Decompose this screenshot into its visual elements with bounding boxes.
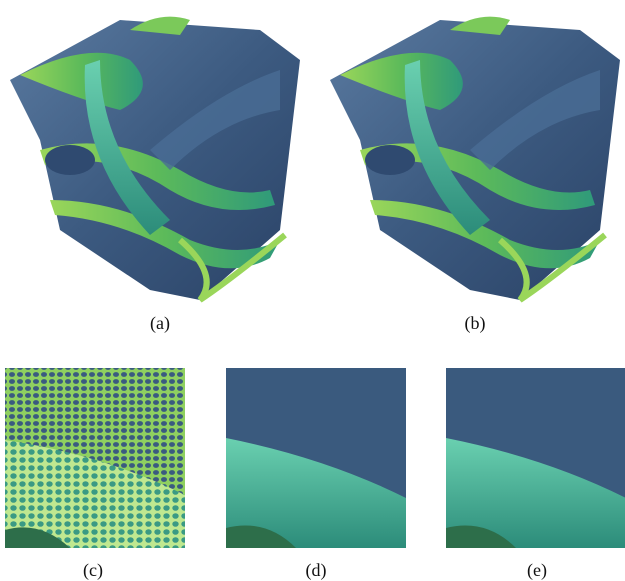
figure: (a) (b) (c) (d) (e) xyxy=(0,0,625,581)
panel-label: (c) xyxy=(83,560,103,581)
panel-label: (b) xyxy=(465,313,486,334)
image-a xyxy=(10,17,300,300)
image-e xyxy=(446,368,625,548)
image-c xyxy=(5,368,185,548)
panel-label: (d) xyxy=(306,560,327,581)
panel-label: (a) xyxy=(150,313,170,334)
image-d xyxy=(226,368,406,548)
page: {"figure": {"panels": [{"label": "(a)"},… xyxy=(0,0,625,581)
panel-label: (e) xyxy=(527,560,547,581)
image-b xyxy=(330,17,620,300)
